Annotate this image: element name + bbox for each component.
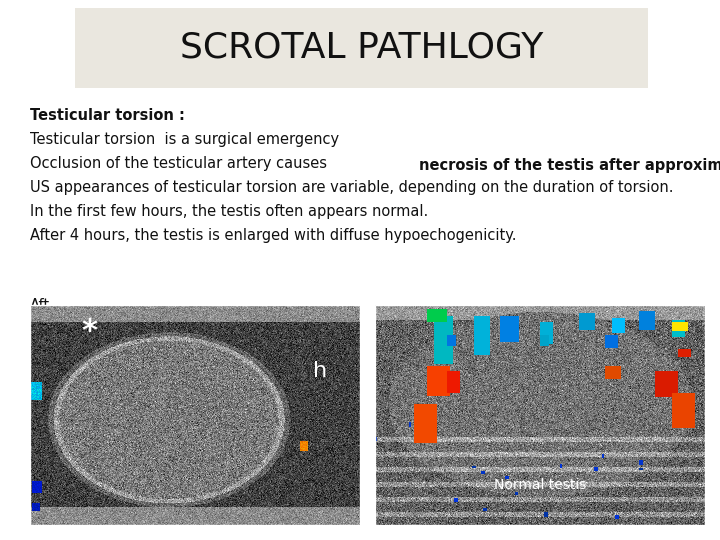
Text: Occlusion of the testicular artery causes: Occlusion of the testicular artery cause… [30,156,332,171]
Text: US appearances of testicular torsion are variable, depending on the duration of : US appearances of testicular torsion are… [30,180,673,195]
Text: Normal testis: Normal testis [494,478,586,492]
Bar [75,8,648,88]
Text: Testicular torsion :: Testicular torsion : [30,108,185,123]
Text: After 4 hours, the testis is enlarged with diffuse hypoechogenicity.: After 4 hours, the testis is enlarged wi… [30,228,516,243]
Text: Testicular torsion  is a surgical emergency: Testicular torsion is a surgical emergen… [30,132,339,147]
Text: SCROTAL PATHLOGY: SCROTAL PATHLOGY [180,31,543,65]
Text: In the first few hours, the testis often appears normal.: In the first few hours, the testis often… [30,204,428,219]
Text: Aft: Aft [30,298,50,313]
Bar [30,305,360,525]
Text: h: h [313,361,328,381]
Text: *: * [81,317,97,346]
Text: necrosis of the testis after approximately 6 h.: necrosis of the testis after approximate… [419,158,720,173]
Bar [375,305,705,525]
